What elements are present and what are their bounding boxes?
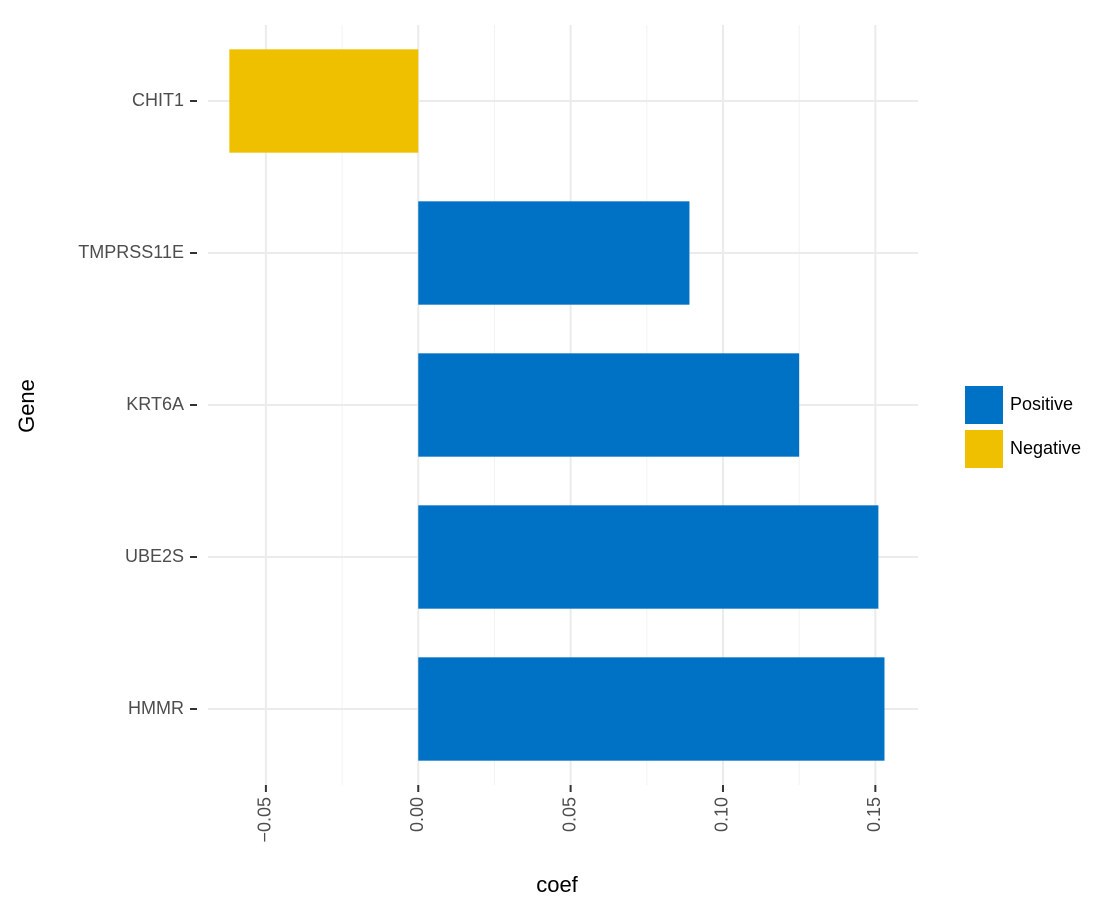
- bar: [418, 505, 879, 609]
- x-tick-label: 0.15: [864, 797, 884, 832]
- legend-key: [965, 386, 1003, 424]
- x-tick-label: 0.10: [712, 797, 732, 832]
- y-tick-label: CHIT1: [132, 90, 184, 110]
- x-axis-title: coef: [536, 872, 578, 897]
- x-tick-label: −0.05: [255, 797, 275, 843]
- legend-label: Positive: [1010, 394, 1073, 414]
- x-tick-label: 0.00: [407, 797, 427, 832]
- bar: [418, 657, 885, 761]
- y-tick-label: UBE2S: [125, 546, 184, 566]
- y-tick-label: TMPRSS11E: [78, 242, 184, 262]
- y-axis-title: Gene: [14, 379, 39, 433]
- bar: [418, 353, 800, 457]
- y-tick-label: HMMR: [128, 698, 184, 718]
- bar: [229, 49, 419, 153]
- x-tick-label: 0.05: [559, 797, 579, 832]
- legend-label: Negative: [1010, 438, 1081, 458]
- legend-key: [965, 430, 1003, 468]
- bar: [418, 201, 690, 305]
- y-tick-label: KRT6A: [126, 394, 184, 414]
